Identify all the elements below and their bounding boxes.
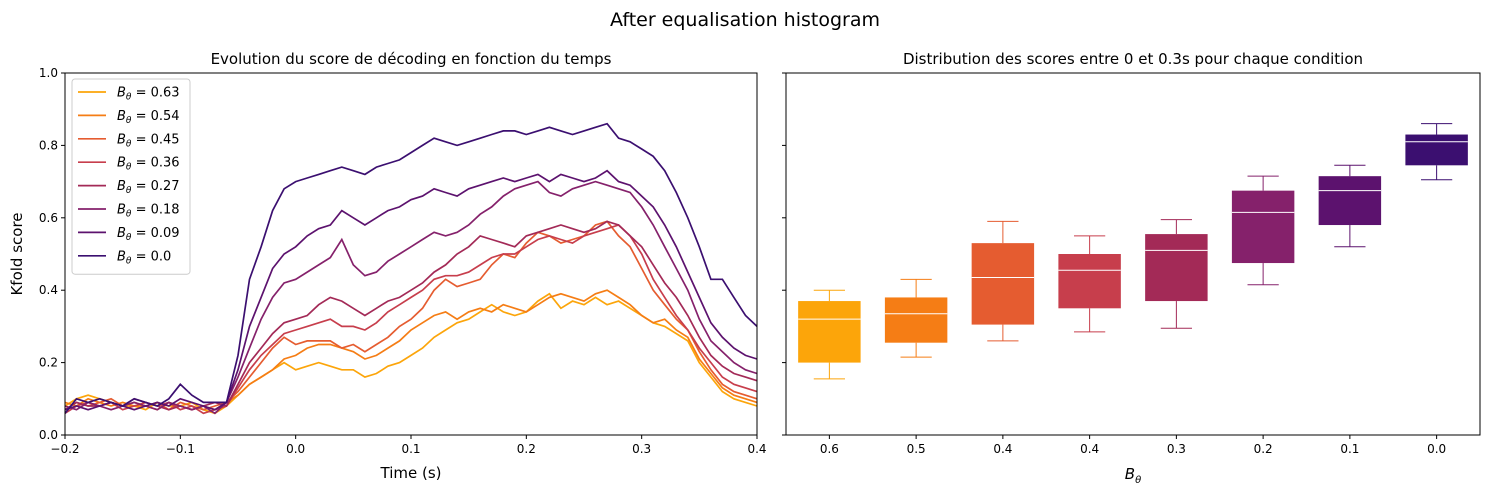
- series-line-2: [64, 220, 758, 411]
- box-chart-y-ticks: [782, 72, 786, 436]
- box-3: [1058, 235, 1121, 333]
- x-tick-label: 0.0: [286, 442, 305, 456]
- y-tick-label: 0.4: [39, 283, 58, 297]
- figure-title: After equalisation histogram: [610, 9, 880, 31]
- box-chart-x-label: Bθ: [1125, 465, 1141, 486]
- x-tick-label: 0.2: [1254, 442, 1273, 456]
- y-tick-label: 0.8: [39, 138, 58, 152]
- box-chart-frame: [785, 72, 1481, 436]
- series-line-7: [64, 122, 758, 414]
- x-tick-label: 0.1: [1340, 442, 1359, 456]
- box-body: [1145, 234, 1208, 302]
- legend-label: Bθ = 0.36: [117, 156, 180, 173]
- legend-label: Bθ = 0.54: [117, 109, 180, 126]
- series-line-3: [64, 224, 758, 415]
- legend-label: Bθ = 0.18: [117, 203, 180, 220]
- legend-label: Bθ = 0.27: [117, 179, 180, 196]
- box-5: [1231, 175, 1295, 286]
- box-7: [1405, 123, 1468, 181]
- box-body: [798, 301, 861, 363]
- x-tick-label: 0.3: [1167, 442, 1186, 456]
- box-chart-plot-area: [798, 123, 1468, 380]
- box-6: [1318, 164, 1382, 248]
- legend-label: Bθ = 0.09: [117, 226, 180, 243]
- box-chart-title: Distribution des scores entre 0 et 0.3s …: [903, 50, 1363, 68]
- line-chart-title: Evolution du score de décoding en foncti…: [211, 50, 612, 68]
- y-tick-label: 0.6: [39, 211, 58, 225]
- x-tick-label: −0.1: [166, 442, 195, 456]
- legend-label: Bθ = 0.63: [117, 86, 180, 103]
- box-1: [884, 278, 948, 358]
- x-tick-label: 0.2: [517, 442, 536, 456]
- box-4: [1145, 219, 1208, 329]
- x-tick-label: 0.0: [1427, 442, 1446, 456]
- x-tick-label: 0.4: [747, 442, 766, 456]
- box-body: [1318, 176, 1382, 226]
- y-tick-label: 0.0: [39, 428, 58, 442]
- box-0: [798, 289, 861, 380]
- legend-label: Bθ = 0.0: [117, 249, 171, 266]
- series-line-5: [64, 180, 758, 415]
- series-line-6: [64, 169, 758, 411]
- line-chart-legend: Bθ = 0.63 Bθ = 0.54 Bθ = 0.45 Bθ = 0.36 Bθ =…: [71, 78, 191, 275]
- legend-frame: [71, 78, 191, 275]
- box-body: [971, 243, 1035, 325]
- line-chart-x-ticks: −0.2 −0.1 0.0 0.1 0.2 0.3 0.4: [50, 435, 767, 456]
- x-tick-label: 0.4: [1080, 442, 1099, 456]
- x-tick-label: 0.5: [907, 442, 926, 456]
- box-body: [1058, 254, 1121, 309]
- series-line-0: [64, 292, 758, 415]
- line-chart-y-ticks: 0.0 0.2 0.4 0.6 0.8 1.0: [39, 66, 65, 442]
- line-chart-panel: Evolution du score de décoding en foncti…: [8, 50, 767, 482]
- y-tick-label: 0.2: [39, 356, 58, 370]
- x-tick-label: −0.2: [50, 442, 79, 456]
- box-body: [1405, 134, 1468, 166]
- box-2: [971, 220, 1035, 342]
- box-body: [1231, 190, 1295, 264]
- box-chart-x-ticks: 0.6 0.5 0.4 0.4 0.3 0.2 0.1 0.0: [820, 435, 1446, 456]
- y-tick-label: 1.0: [39, 66, 58, 80]
- line-chart-x-label: Time (s): [380, 464, 442, 482]
- x-tick-label: 0.4: [993, 442, 1012, 456]
- x-tick-label: 0.3: [632, 442, 651, 456]
- box-chart-panel: Distribution des scores entre 0 et 0.3s …: [782, 50, 1481, 486]
- series-line-1: [64, 289, 758, 411]
- box-body: [884, 297, 948, 343]
- line-chart-y-label: Kfold score: [8, 212, 26, 295]
- x-tick-label: 0.1: [401, 442, 420, 456]
- line-chart-plot-area: [64, 122, 758, 415]
- box-chart-x-label-text: Bθ: [1125, 465, 1141, 486]
- legend-label: Bθ = 0.45: [117, 132, 180, 149]
- x-tick-label: 0.6: [820, 442, 839, 456]
